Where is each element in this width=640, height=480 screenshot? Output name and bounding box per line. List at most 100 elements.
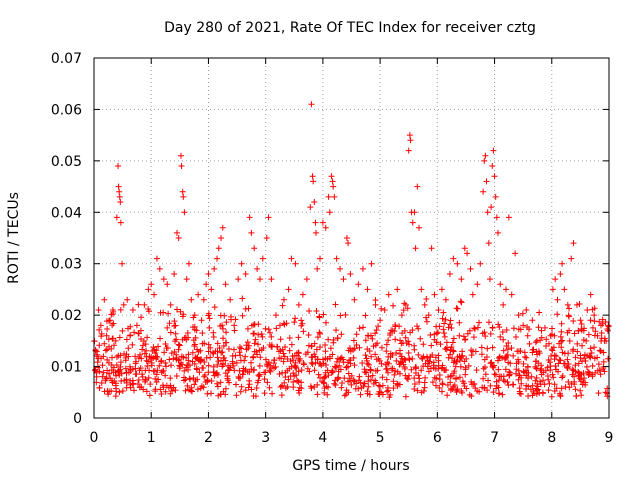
data-point	[317, 330, 324, 337]
data-point	[417, 335, 424, 342]
data-point	[482, 371, 489, 378]
data-point	[203, 354, 210, 361]
data-point	[290, 357, 297, 364]
data-point	[360, 324, 367, 331]
data-point	[447, 317, 454, 324]
data-point	[505, 214, 512, 221]
data-point	[483, 353, 490, 360]
data-point	[167, 301, 174, 308]
data-point	[104, 346, 111, 353]
data-point	[546, 340, 553, 347]
data-point	[385, 337, 392, 344]
data-point	[355, 281, 362, 288]
data-point	[112, 393, 119, 400]
data-point	[180, 354, 187, 361]
data-point	[377, 317, 384, 324]
data-point	[495, 321, 502, 328]
data-point	[129, 341, 136, 348]
data-point	[402, 372, 409, 379]
data-point	[95, 355, 102, 362]
data-point	[365, 361, 372, 368]
data-point	[569, 371, 576, 378]
data-point	[539, 389, 546, 396]
data-point	[549, 371, 556, 378]
data-point	[441, 333, 448, 340]
data-point	[572, 386, 579, 393]
data-point	[296, 357, 303, 364]
data-point	[157, 335, 164, 342]
data-point	[517, 326, 524, 333]
data-point	[211, 265, 218, 272]
data-point	[405, 147, 412, 154]
data-point	[356, 344, 363, 351]
data-point	[441, 320, 448, 327]
data-point	[327, 345, 334, 352]
data-point	[260, 344, 267, 351]
data-point	[542, 367, 549, 374]
data-point	[416, 224, 423, 231]
data-point	[396, 347, 403, 354]
data-point	[330, 183, 337, 190]
data-point	[173, 372, 180, 379]
data-point	[487, 330, 494, 337]
data-point	[587, 291, 594, 298]
data-point	[572, 354, 579, 361]
data-point	[384, 388, 391, 395]
data-point	[210, 329, 217, 336]
data-point	[241, 357, 248, 364]
data-point	[529, 349, 536, 356]
data-point	[450, 335, 457, 342]
data-point	[341, 375, 348, 382]
data-point	[272, 363, 279, 370]
data-point	[210, 363, 217, 370]
data-point	[591, 312, 598, 319]
data-point	[328, 369, 335, 376]
data-point	[402, 357, 409, 364]
data-point	[404, 305, 411, 312]
data-point	[262, 356, 269, 363]
data-point	[405, 341, 412, 348]
data-point	[535, 324, 542, 331]
data-point	[208, 286, 215, 293]
data-point	[352, 385, 359, 392]
data-point	[97, 322, 104, 329]
data-point	[422, 360, 429, 367]
data-point	[372, 351, 379, 358]
data-point	[253, 385, 260, 392]
chart-title: Day 280 of 2021, Rate Of TEC Index for r…	[164, 20, 536, 36]
data-point	[418, 367, 425, 374]
data-point	[487, 382, 494, 389]
data-point	[261, 376, 268, 383]
data-point	[520, 360, 527, 367]
data-point	[173, 229, 180, 236]
data-point	[345, 240, 352, 247]
data-point	[295, 350, 302, 357]
data-point	[320, 360, 327, 367]
data-point	[117, 363, 124, 370]
data-point	[141, 301, 148, 308]
data-point	[309, 360, 316, 367]
x-tick-label: 5	[376, 430, 385, 446]
data-point	[516, 390, 523, 397]
data-point	[365, 378, 372, 385]
data-point	[587, 345, 594, 352]
data-point	[242, 366, 249, 373]
data-point	[489, 324, 496, 331]
data-point	[435, 307, 442, 313]
data-point	[163, 363, 170, 370]
data-point	[372, 330, 379, 337]
data-point	[367, 332, 374, 339]
data-point	[316, 329, 323, 336]
data-point	[291, 319, 298, 326]
data-point	[418, 286, 425, 293]
data-point	[536, 350, 543, 357]
data-point	[450, 255, 457, 262]
data-point	[383, 365, 390, 372]
data-point	[559, 373, 566, 380]
data-point	[162, 388, 169, 395]
data-point	[528, 373, 535, 380]
data-point	[589, 306, 596, 313]
data-point	[233, 359, 240, 366]
data-point	[132, 360, 139, 367]
data-point	[200, 364, 207, 371]
